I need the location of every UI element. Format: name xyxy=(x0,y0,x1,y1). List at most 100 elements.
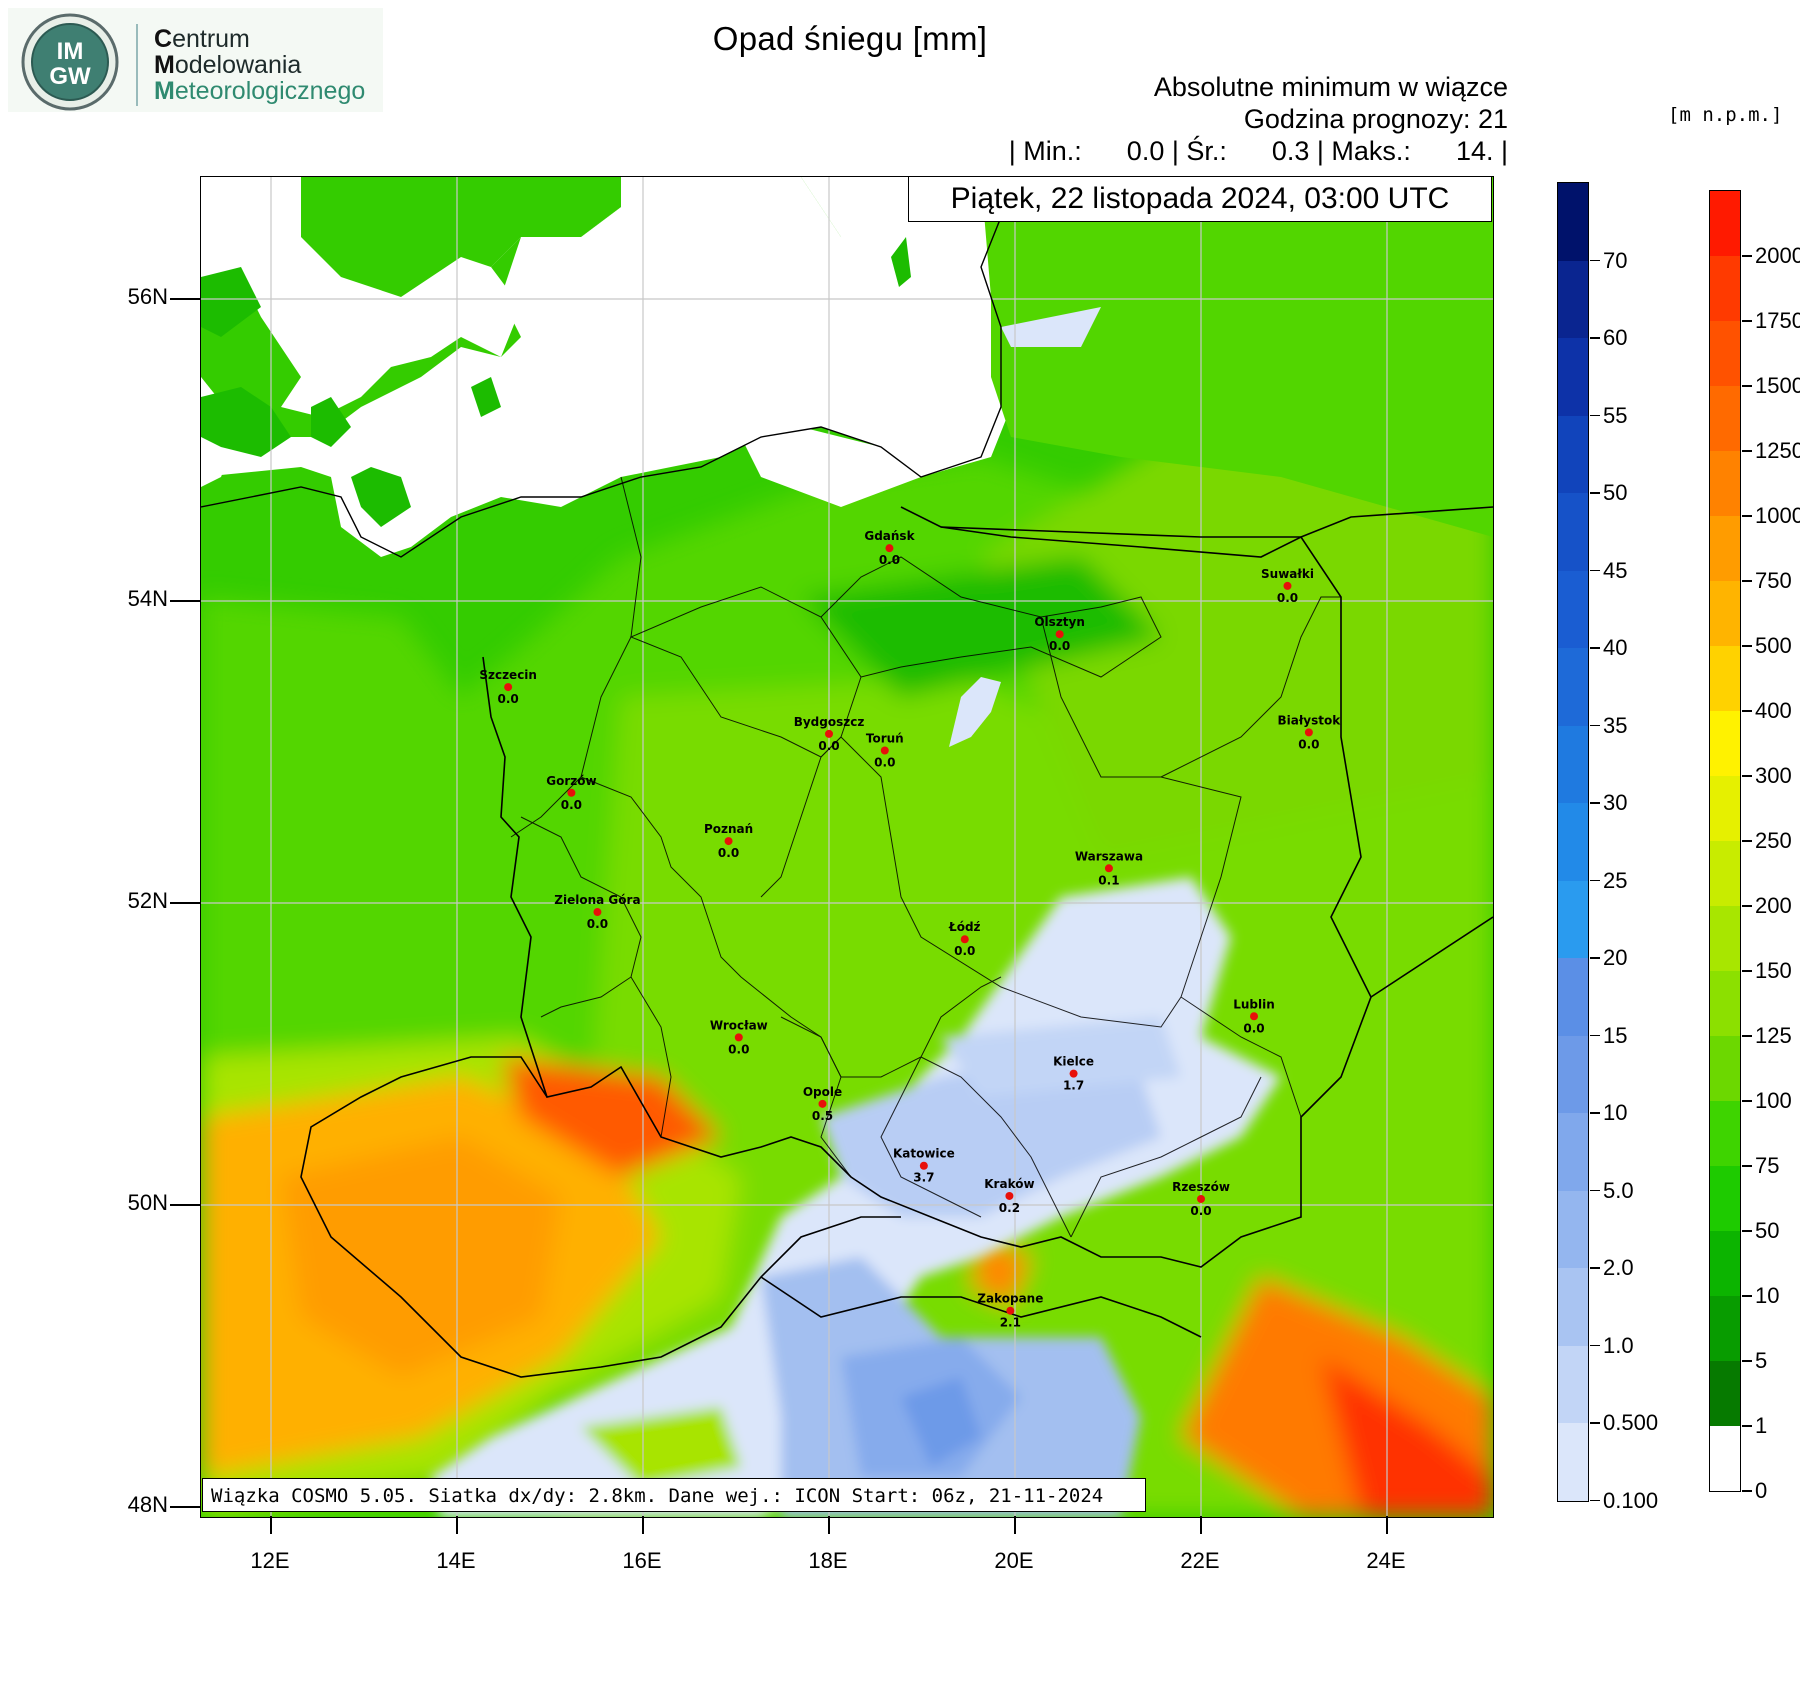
elevation-colorbar-tick xyxy=(1742,580,1752,582)
city-snowfall-value: 0.0 xyxy=(498,692,519,706)
lat-label-48: 48N xyxy=(127,1492,168,1517)
elevation-colorbar-label: 125 xyxy=(1755,1023,1792,1048)
city-dot xyxy=(825,729,833,738)
border-opolskie xyxy=(780,1016,852,1178)
slovakia-border xyxy=(760,1276,1202,1338)
elevation-colorbar-label: 1000 xyxy=(1755,503,1800,528)
elevation-colorbar-tick xyxy=(1742,1425,1752,1427)
elevation-colorbar xyxy=(1709,190,1741,1492)
city-snowfall-value: 0.0 xyxy=(587,917,608,931)
city-dot xyxy=(1006,1306,1015,1315)
snowfall-colorbar-label: 20 xyxy=(1603,945,1628,970)
city-snowfall-value: 0.0 xyxy=(718,846,739,860)
elevation-colorbar-tick xyxy=(1742,255,1752,257)
snowfall-colorbar-swatch xyxy=(1558,880,1588,958)
snowfall-colorbar-tick xyxy=(1590,647,1600,649)
lon-tick-20 xyxy=(1014,1516,1016,1534)
elevation-colorbar-label: 1500 xyxy=(1755,373,1800,398)
kaliningrad-border xyxy=(940,526,1301,538)
elevation-colorbar-tick xyxy=(1742,450,1752,452)
lon-tick-22 xyxy=(1200,1516,1202,1534)
city-snowfall-value: 0.0 xyxy=(1298,737,1319,751)
snowfall-colorbar-swatch xyxy=(1558,183,1588,261)
city-marker: Kraków 0.2 xyxy=(984,1177,1034,1215)
lon-tick-14 xyxy=(456,1516,458,1534)
snowfall-colorbar-swatch xyxy=(1558,260,1588,338)
city-dot xyxy=(593,908,602,917)
lithuania-border xyxy=(1300,506,1493,538)
elevation-colorbar-label: 500 xyxy=(1755,633,1792,658)
city-marker: Suwałki 0.0 xyxy=(1261,567,1314,605)
snowfall-colorbar-tick xyxy=(1590,1422,1600,1424)
elevation-colorbar-label: 2000 xyxy=(1755,243,1800,268)
snowfall-colorbar-tick xyxy=(1590,1499,1600,1501)
snow-patch-masuria xyxy=(949,677,1001,747)
city-name: Kraków xyxy=(984,1177,1034,1191)
city-dot xyxy=(1104,864,1113,873)
snowfall-colorbar-label: 5.0 xyxy=(1603,1177,1634,1203)
elevation-units: [m n.p.m.] xyxy=(1668,104,1783,126)
snowfall-colorbar-swatch xyxy=(1558,1268,1588,1346)
elevation-colorbar-swatch xyxy=(1710,971,1740,1036)
city-snowfall-value: 0.0 xyxy=(879,553,900,567)
sea-coast xyxy=(741,427,921,507)
city-snowfall-value: 0.0 xyxy=(561,798,582,812)
island-zealand xyxy=(201,387,291,457)
snowfall-colorbar-swatch xyxy=(1558,803,1588,881)
snowfall-colorbar-swatch xyxy=(1558,1035,1588,1113)
elevation-colorbar-tick xyxy=(1742,320,1752,322)
city-dot xyxy=(1069,1069,1078,1078)
voivodeship-borders xyxy=(510,476,1341,1238)
city-name: Olsztyn xyxy=(1034,615,1085,629)
snowfall-colorbar-label: 50 xyxy=(1603,480,1628,505)
snowfall-colorbar-label: 35 xyxy=(1603,712,1628,738)
elevation-colorbar-tick xyxy=(1742,515,1752,517)
belarus-ukraine-border xyxy=(1370,916,1493,998)
border-warminsko-mazurskie xyxy=(820,556,1162,678)
lat-label-56: 56N xyxy=(127,284,168,309)
elevation-colorbar-label: 75 xyxy=(1755,1153,1780,1178)
city-marker: Opole 0.5 xyxy=(803,1085,842,1123)
city-marker: Warszawa 0.1 xyxy=(1075,849,1143,887)
island-rugen xyxy=(351,467,411,527)
snowfall-colorbar-swatch xyxy=(1558,1113,1588,1191)
city-snowfall-value: 0.1 xyxy=(1098,873,1119,887)
svg-text:IM: IM xyxy=(57,38,84,65)
forecast-date: Piątek, 22 listopada 2024, 03:00 UTC xyxy=(908,176,1492,222)
city-marker: Gorzów 0.0 xyxy=(546,774,596,812)
elevation-colorbar-tick xyxy=(1742,645,1752,647)
elevation-colorbar-tick xyxy=(1742,1295,1752,1297)
lon-label-12: 12E xyxy=(250,1548,290,1573)
snowfall-colorbar-tick xyxy=(1590,1267,1600,1269)
elevation-colorbar-tick xyxy=(1742,840,1752,842)
elevation-colorbar-swatch xyxy=(1710,1101,1740,1166)
snowfall-colorbar-swatch xyxy=(1558,725,1588,803)
city-snowfall-value: 2.1 xyxy=(1000,1316,1021,1330)
snowfall-colorbar-tick xyxy=(1590,957,1600,959)
city-marker: Bydgoszcz 0.0 xyxy=(794,715,865,753)
city-marker: Katowice 3.7 xyxy=(893,1147,955,1185)
stats-line: | Min.: 0.0 | Śr.: 0.3 | Maks.: 14. | xyxy=(1008,136,1508,166)
snowfall-colorbar-swatch xyxy=(1558,493,1588,571)
elevation-colorbar-swatch xyxy=(1710,256,1740,321)
elevation-colorbar-swatch xyxy=(1710,1231,1740,1296)
snowfall-colorbar-tick xyxy=(1590,414,1600,416)
city-marker: Zakopane 2.1 xyxy=(977,1292,1043,1330)
city-name: Katowice xyxy=(893,1147,955,1161)
city-marker: Toruń 0.0 xyxy=(866,731,904,769)
lon-label-14: 14E xyxy=(436,1548,476,1573)
elevation-colorbar-label: 100 xyxy=(1755,1088,1792,1113)
lat-tick-50 xyxy=(170,1204,200,1206)
city-marker: Gdańsk 0.0 xyxy=(864,529,915,567)
lon-label-16: 16E xyxy=(622,1548,662,1573)
city-dot xyxy=(818,1099,827,1108)
elevation-colorbar-swatch xyxy=(1710,1426,1740,1491)
elevation-colorbar-label: 50 xyxy=(1755,1218,1780,1243)
logo-line-2: Modelowania xyxy=(154,51,302,79)
lon-tick-24 xyxy=(1386,1516,1388,1534)
poland-border xyxy=(482,506,1372,1268)
elevation-colorbar-label: 10 xyxy=(1755,1283,1780,1308)
city-dot xyxy=(1197,1194,1205,1203)
city-snowfall-value: 0.0 xyxy=(1049,639,1070,653)
snowfall-colorbar-tick xyxy=(1590,724,1600,726)
